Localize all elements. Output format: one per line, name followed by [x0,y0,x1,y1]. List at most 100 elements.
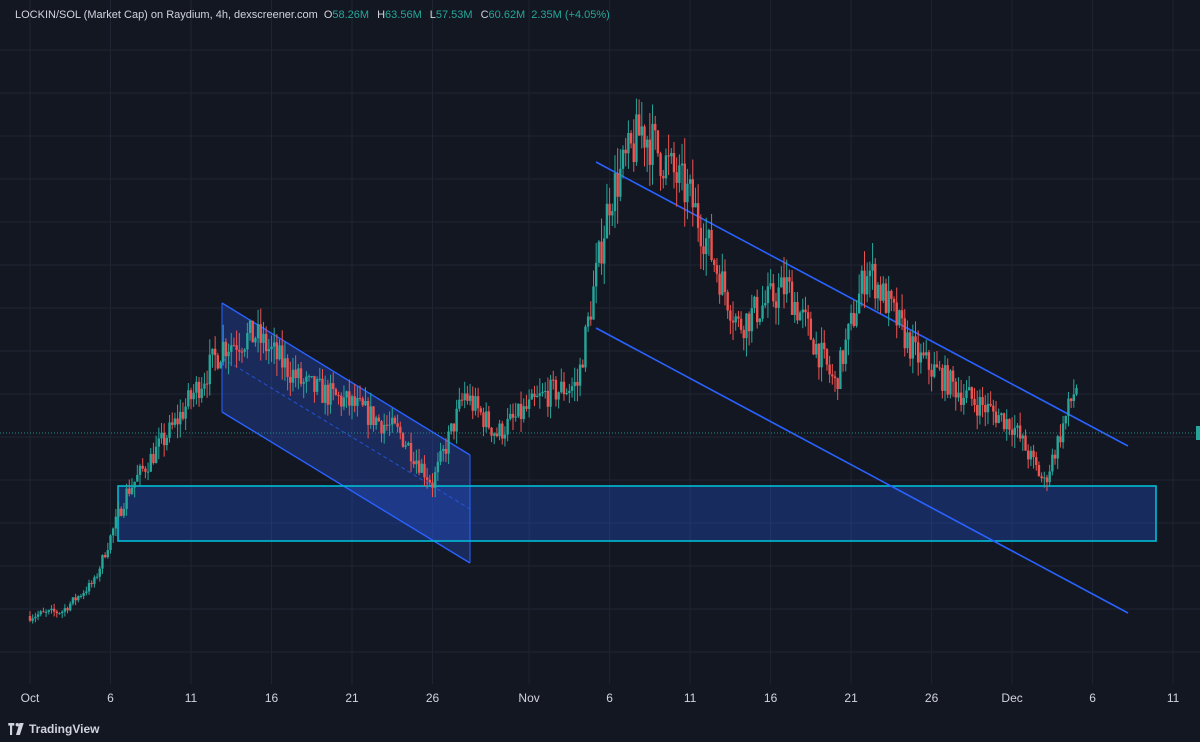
candle-body [640,126,643,136]
candle [549,374,552,419]
candle [103,552,107,559]
last-price-marker [1196,426,1200,440]
candle [978,389,982,425]
candle-body [667,155,670,157]
candle [933,352,936,379]
candle [898,309,901,328]
candle [664,148,668,186]
candle [863,251,866,308]
candle-body [192,392,195,400]
candle [522,398,525,423]
candle [302,378,305,399]
candle [506,408,509,442]
candle-body [463,393,466,401]
candle-body [954,381,957,398]
candle-body [645,139,649,148]
candle [31,614,34,624]
symbol-title[interactable]: LOCKIN/SOL (Market Cap) on Raydium, 4h, … [15,9,318,21]
candle-body [1064,415,1067,424]
candle [329,374,332,414]
candle-body [1075,387,1078,395]
candle-body [554,379,558,400]
candle [699,214,703,270]
candle-body [951,370,955,382]
candle [651,104,654,185]
candle [364,387,367,407]
candle [949,368,952,399]
candle-body [455,408,458,432]
candle [439,442,442,466]
x-axis-tick-label: 6 [1089,691,1096,705]
candle [28,611,32,623]
candle-body [1053,454,1057,459]
candle [197,377,201,407]
candle [1051,448,1054,476]
candle [275,334,279,376]
candle [232,337,236,347]
candle-body [651,123,654,165]
candle [619,149,622,202]
candle [594,242,598,304]
candle-body [487,411,491,428]
candle [34,612,37,623]
candle-body [321,378,324,403]
candle-body [643,126,646,148]
candle [562,372,566,401]
candle-body [1051,454,1054,472]
support-zone-box[interactable] [117,485,1157,542]
candle [747,311,751,346]
candle-body [519,403,523,420]
candle [66,606,69,614]
candle [954,378,957,411]
candle [876,282,880,311]
candle [36,610,40,621]
candle [111,527,115,543]
candle-body [213,348,217,356]
candle [227,343,230,375]
small-channel-lower-line[interactable] [221,411,471,564]
candle [179,399,182,438]
candle [707,228,711,256]
candle-body [608,203,611,216]
candle [109,534,112,554]
candle-body [895,302,898,326]
candle [1053,449,1057,465]
candle [922,342,925,359]
candle [745,312,748,357]
candle [656,130,660,157]
candle [490,427,493,443]
candle [675,157,678,207]
candle-body [637,114,641,136]
candle-body [866,276,869,295]
candle-body [63,608,67,612]
candle [895,287,898,339]
candle-body [514,416,517,418]
candle [890,289,893,312]
low-value: 57.53M [435,9,473,21]
candle [965,380,968,404]
candle [256,309,260,353]
candle-body [270,346,273,350]
symbol-legend[interactable]: LOCKIN/SOL (Market Cap) on Raydium, 4h, … [15,9,610,21]
candle [58,612,61,615]
candle-body [919,352,923,363]
candle-body [404,445,407,447]
big-channel-lower-line[interactable] [595,327,1129,614]
candle [192,384,195,408]
tradingview-branding[interactable]: TradingView [8,722,99,736]
candle [259,308,262,361]
candle-body [777,287,780,308]
low-label: L [429,9,436,21]
candle [994,400,998,428]
x-axis[interactable]: Oct 6 11 16 21 26 Nov 6 11 16 21 26 Dec 6 11 [21,691,1180,705]
candle-body [412,461,415,465]
candle-body [208,354,211,385]
candle-body [353,396,356,406]
candle-body [361,398,364,406]
candle [804,296,807,327]
drawing-layer[interactable] [117,161,1157,614]
candle-body [272,342,276,347]
candle-body [61,611,64,614]
